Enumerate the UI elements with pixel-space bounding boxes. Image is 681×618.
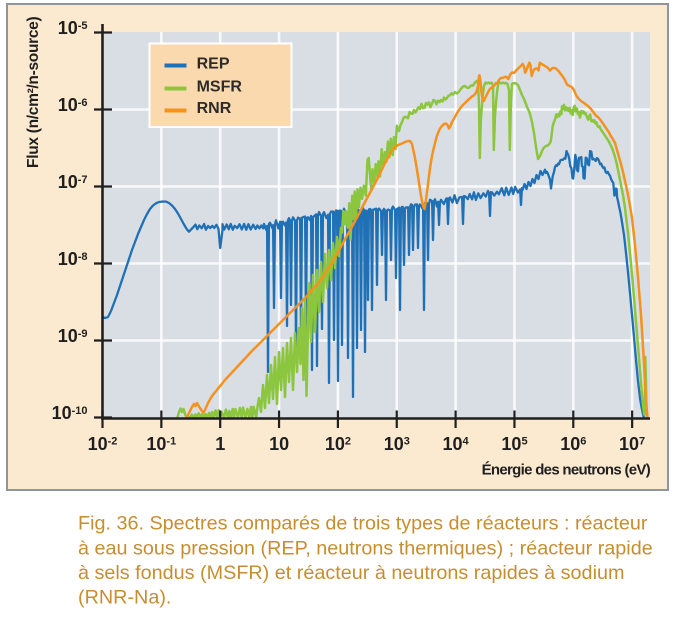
svg-text:Énergie des neutrons (eV): Énergie des neutrons (eV) [482,461,651,478]
svg-text:RNR: RNR [197,100,232,117]
svg-text:10: 10 [269,434,289,454]
svg-text:MSFR: MSFR [197,78,243,95]
svg-text:Flux (n/cm²/n-source): Flux (n/cm²/n-source) [25,17,42,168]
svg-text:105: 105 [501,434,527,454]
svg-text:Fig. 36. Spectres comparés de: Fig. 36. Spectres comparés de trois type… [78,513,648,535]
svg-text:à sels fondus (MSFR) et réacte: à sels fondus (MSFR) et réacteur à neutr… [78,562,624,584]
svg-text:1: 1 [215,434,225,454]
svg-text:(RNR-Na).: (RNR-Na). [78,587,171,609]
svg-text:à eau sous pression (REP, neut: à eau sous pression (REP, neutrons therm… [78,537,653,559]
svg-text:REP: REP [197,56,230,73]
svg-text:103: 103 [384,434,410,454]
svg-text:107: 107 [619,434,645,454]
svg-text:106: 106 [560,434,586,454]
svg-text:102: 102 [325,434,351,454]
